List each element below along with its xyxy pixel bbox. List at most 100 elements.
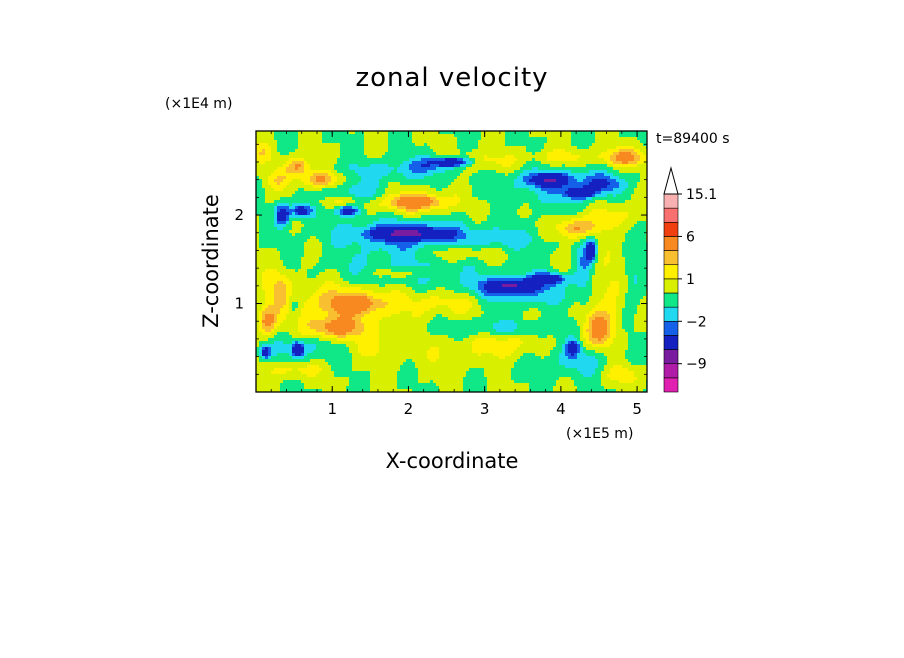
field-cell	[439, 137, 443, 141]
field-cell	[274, 194, 278, 198]
field-cell	[301, 242, 305, 246]
field-cell	[535, 170, 539, 174]
field-cell	[280, 170, 284, 174]
field-cell	[634, 152, 638, 156]
field-cell	[394, 143, 398, 147]
field-cell	[637, 227, 641, 231]
field-cell	[493, 155, 497, 159]
field-cell	[364, 200, 368, 204]
field-cell	[424, 224, 428, 228]
field-cell	[529, 134, 533, 138]
field-cell	[478, 161, 482, 165]
field-cell	[592, 164, 596, 168]
field-cell	[316, 215, 320, 219]
field-cell	[625, 146, 629, 150]
field-cell	[556, 134, 560, 138]
field-cell	[547, 221, 551, 225]
field-cell	[397, 239, 401, 243]
field-cell	[625, 191, 629, 195]
field-cell	[283, 191, 287, 195]
field-cell	[451, 200, 455, 204]
field-cell	[268, 176, 272, 180]
field-cell	[493, 167, 497, 171]
field-cell	[373, 239, 377, 243]
field-cell	[508, 200, 512, 204]
field-cell	[475, 206, 479, 210]
field-cell	[430, 209, 434, 213]
field-cell	[580, 140, 584, 144]
field-cell	[331, 236, 335, 240]
field-cell	[505, 194, 509, 198]
field-cell	[499, 152, 503, 156]
field-cell	[286, 179, 290, 183]
field-cell	[496, 239, 500, 243]
field-cell	[523, 188, 527, 192]
field-cell	[277, 236, 281, 240]
field-cell	[358, 200, 362, 204]
field-cell	[505, 224, 509, 228]
field-cell	[427, 203, 431, 207]
field-cell	[445, 215, 449, 219]
field-cell	[355, 167, 359, 171]
field-cell	[523, 224, 527, 228]
field-cell	[580, 131, 584, 135]
field-cell	[535, 179, 539, 183]
field-cell	[619, 146, 623, 150]
field-cell	[274, 164, 278, 168]
field-cell	[322, 224, 326, 228]
field-cell	[571, 188, 575, 192]
field-cell	[316, 185, 320, 189]
field-cell	[283, 140, 287, 144]
field-cell	[568, 179, 572, 183]
field-cell	[475, 197, 479, 201]
field-cell	[349, 131, 353, 135]
field-cell	[421, 233, 425, 237]
field-cell	[553, 224, 557, 228]
field-cell	[616, 182, 620, 186]
field-cell	[553, 137, 557, 141]
field-cell	[613, 134, 617, 138]
field-cell	[475, 149, 479, 153]
field-cell	[499, 218, 503, 222]
field-cell	[256, 239, 260, 243]
field-cell	[637, 218, 641, 222]
field-cell	[511, 236, 515, 240]
field-cell	[268, 227, 272, 231]
field-cell	[556, 230, 560, 234]
field-cell	[562, 206, 566, 210]
field-cell	[484, 203, 488, 207]
field-cell	[541, 188, 545, 192]
field-cell	[538, 209, 542, 213]
field-cell	[355, 176, 359, 180]
field-cell	[388, 140, 392, 144]
field-cell	[571, 203, 575, 207]
field-cell	[577, 185, 581, 189]
field-cell	[382, 140, 386, 144]
field-cell	[475, 146, 479, 150]
field-cell	[520, 218, 524, 222]
field-cell	[268, 200, 272, 204]
field-cell	[604, 143, 608, 147]
field-cell	[487, 134, 491, 138]
field-cell	[352, 224, 356, 228]
field-cell	[352, 140, 356, 144]
field-cell	[319, 155, 323, 159]
field-cell	[349, 191, 353, 195]
field-cell	[406, 170, 410, 174]
field-cell	[379, 212, 383, 216]
field-cell	[421, 161, 425, 165]
field-cell	[607, 173, 611, 177]
field-cell	[406, 215, 410, 219]
field-cell	[613, 212, 617, 216]
field-cell	[280, 203, 284, 207]
field-cell	[283, 227, 287, 231]
field-cell	[451, 137, 455, 141]
field-cell	[637, 173, 641, 177]
field-cell	[640, 197, 644, 201]
field-cell	[265, 164, 269, 168]
field-cell	[322, 152, 326, 156]
field-cell	[268, 182, 272, 186]
field-cell	[412, 161, 416, 165]
field-cell	[313, 224, 317, 228]
field-cell	[550, 242, 554, 246]
